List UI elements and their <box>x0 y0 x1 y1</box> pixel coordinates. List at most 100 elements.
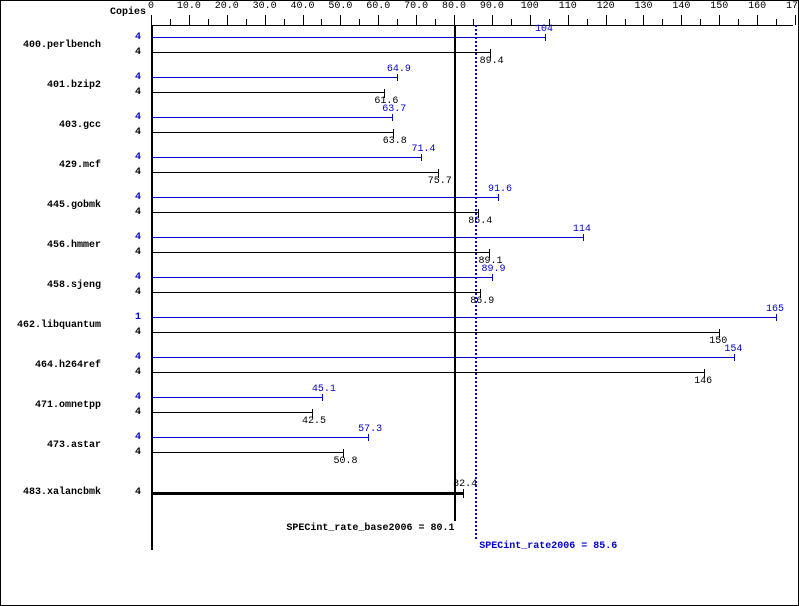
tick-label: 0 <box>148 1 154 12</box>
base-bar <box>151 52 490 53</box>
benchmark-name: 403.gcc <box>1 120 101 131</box>
peak-bar <box>151 277 492 278</box>
peak-copies: 4 <box>101 232 141 243</box>
tick-label: 30.0 <box>253 1 277 12</box>
peak-bar <box>151 357 734 358</box>
base-copies: 4 <box>101 47 141 58</box>
base-copies: 4 <box>101 447 141 458</box>
base-copies: 4 <box>101 367 141 378</box>
benchmark-name: 483.xalancbmk <box>1 487 101 498</box>
tick-label: 130 <box>634 1 652 12</box>
peak-bar-end <box>421 154 422 161</box>
x-axis: 010.020.030.040.050.060.070.080.090.0100… <box>151 1 793 26</box>
peak-bar-end <box>734 354 735 361</box>
base-value-label: 82.4 <box>453 479 477 490</box>
benchmark-name: 464.h264ref <box>1 360 101 371</box>
base-copies: 4 <box>101 327 141 338</box>
base-bar <box>151 252 489 253</box>
peak-bar <box>151 37 545 38</box>
base-copies: 4 <box>101 247 141 258</box>
peak-copies: 4 <box>101 32 141 43</box>
peak-ref-line <box>475 25 477 539</box>
tick-label: 150 <box>710 1 728 12</box>
benchmark-name: 462.libquantum <box>1 320 101 331</box>
base-value-label: 50.8 <box>333 456 357 467</box>
base-bar <box>151 172 438 173</box>
peak-bar-end <box>368 434 369 441</box>
peak-bar-end <box>545 34 546 41</box>
tick-label: 60.0 <box>366 1 390 12</box>
tick-label: 50.0 <box>328 1 352 12</box>
peak-bar-end <box>397 74 398 81</box>
base-bar <box>151 92 384 93</box>
peak-bar-end <box>492 274 493 281</box>
peak-copies: 4 <box>101 352 141 363</box>
peak-bar-end <box>322 394 323 401</box>
peak-copies: 4 <box>101 272 141 283</box>
base-copies: 4 <box>101 207 141 218</box>
peak-bar <box>151 157 421 158</box>
benchmark-name: 471.omnetpp <box>1 400 101 411</box>
peak-value-label: 57.3 <box>358 424 382 435</box>
benchmark-name: 429.mcf <box>1 160 101 171</box>
base-bar <box>151 132 393 133</box>
base-value-label: 86.4 <box>468 216 492 227</box>
peak-value-label: 71.4 <box>411 144 435 155</box>
base-value-label: 89.4 <box>480 56 504 67</box>
peak-bar <box>151 437 368 438</box>
base-copies: 4 <box>101 167 141 178</box>
peak-copies: 4 <box>101 432 141 443</box>
peak-value-label: 104 <box>535 24 553 35</box>
base-bar <box>151 452 343 453</box>
peak-copies: 4 <box>101 192 141 203</box>
tick-label: 170 <box>786 1 799 12</box>
base-bar <box>151 212 478 213</box>
tick-label: 160 <box>748 1 766 12</box>
tick-label: 10.0 <box>177 1 201 12</box>
base-value-label: 86.9 <box>470 296 494 307</box>
peak-value-label: 154 <box>724 344 742 355</box>
peak-bar-end <box>776 314 777 321</box>
tick-label: 90.0 <box>480 1 504 12</box>
base-copies: 4 <box>101 127 141 138</box>
peak-bar <box>151 237 583 238</box>
peak-bar <box>151 197 498 198</box>
base-value-label: 75.7 <box>428 176 452 187</box>
base-copies: 4 <box>101 487 141 498</box>
peak-copies: 4 <box>101 152 141 163</box>
tick-label: 120 <box>597 1 615 12</box>
summary-base: SPECint_rate_base2006 = 80.1 <box>286 523 454 534</box>
peak-bar <box>151 117 392 118</box>
tick-label: 140 <box>672 1 690 12</box>
peak-value-label: 91.6 <box>488 184 512 195</box>
peak-value-label: 64.9 <box>387 64 411 75</box>
base-bar <box>151 492 463 495</box>
peak-value-label: 114 <box>573 224 591 235</box>
base-copies: 4 <box>101 407 141 418</box>
peak-bar-end <box>583 234 584 241</box>
base-bar <box>151 412 312 413</box>
peak-bar <box>151 317 776 318</box>
base-ref-line <box>454 25 456 521</box>
benchmark-name: 400.perlbench <box>1 40 101 51</box>
base-bar <box>151 292 480 293</box>
peak-value-label: 165 <box>766 304 784 315</box>
peak-bar <box>151 397 322 398</box>
peak-bar-end <box>392 114 393 121</box>
benchmark-name: 401.bzip2 <box>1 80 101 91</box>
tick-label: 80.0 <box>442 1 466 12</box>
peak-copies: 4 <box>101 72 141 83</box>
benchmark-name: 473.astar <box>1 440 101 451</box>
peak-copies: 4 <box>101 112 141 123</box>
base-copies: 4 <box>101 87 141 98</box>
benchmark-name: 456.hmmer <box>1 240 101 251</box>
tick-label: 40.0 <box>291 1 315 12</box>
peak-copies: 4 <box>101 392 141 403</box>
peak-value-label: 45.1 <box>312 384 336 395</box>
base-value-label: 63.8 <box>383 136 407 147</box>
base-bar <box>151 332 719 333</box>
peak-copies: 1 <box>101 312 141 323</box>
base-bar <box>151 372 704 373</box>
base-value-label: 42.5 <box>302 416 326 427</box>
tick-label: 100 <box>521 1 539 12</box>
